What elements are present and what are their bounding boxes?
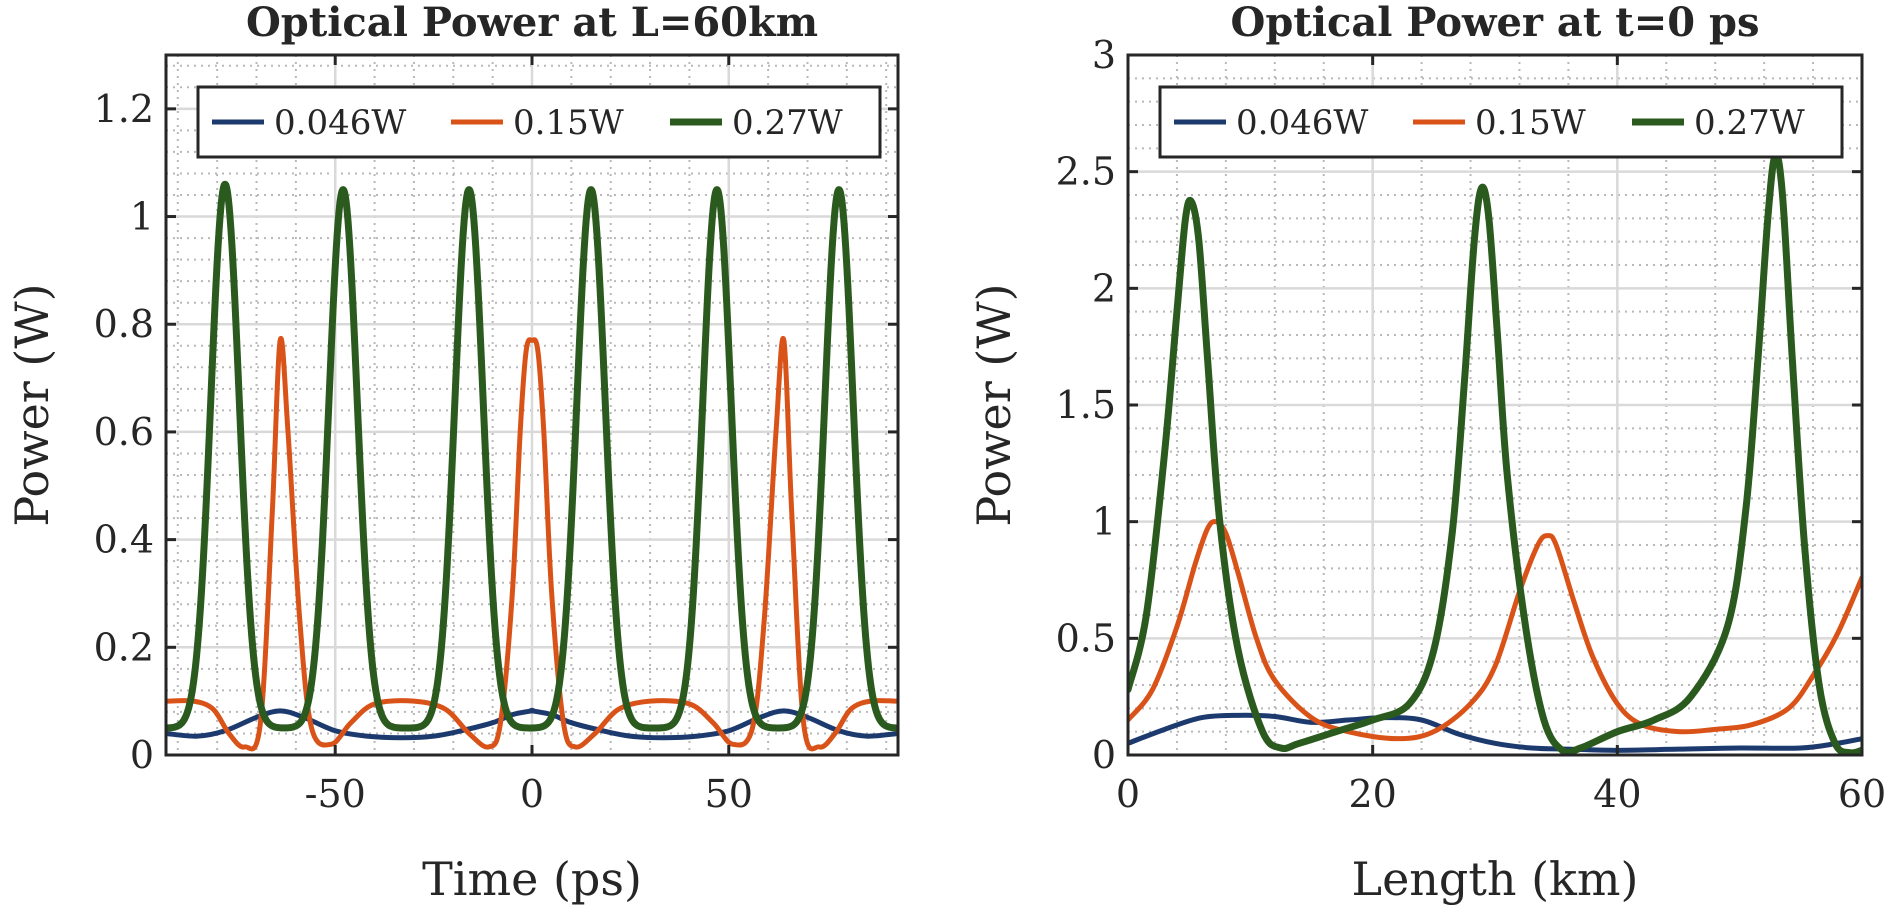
y-tick-label: 1: [1092, 500, 1116, 544]
chart-panel-1: -50 0 50 0 0.2 0.4 0.6 0.8 1 1.2 Optical Power at …: [5, 0, 900, 906]
y-tick-label: 0: [130, 733, 154, 777]
legend-box: [1158, 85, 1844, 159]
series-line-0.15W: [166, 335, 898, 752]
y-tick-label: 1.2: [94, 87, 154, 131]
series-line-0.046W: [1128, 712, 1862, 753]
series-line-0.27W: [166, 180, 898, 732]
series-line-0.046W: [166, 707, 898, 741]
chart-title: Optical Power at t=0 ps: [1230, 0, 1759, 46]
x-tick-label: 0: [1116, 772, 1140, 816]
y-tick-label: 1.5: [1056, 383, 1116, 427]
x-tick-label: 40: [1593, 772, 1641, 816]
legend-label-0.046W: 0.046W: [274, 103, 406, 143]
y-axis-label: Power (W): [967, 283, 1021, 526]
y-tick-label: 0.6: [94, 410, 154, 454]
legend-label-0.15W: 0.15W: [1475, 103, 1586, 143]
series-lines: [166, 180, 898, 752]
y-tick-label: 2.5: [1056, 150, 1116, 194]
y-tick-label: 1: [130, 195, 154, 239]
y-tick-label: 2: [1092, 266, 1116, 310]
x-tick-label: 20: [1348, 772, 1396, 816]
x-axis-label: Time (ps): [422, 852, 642, 906]
y-tick-label: 0.4: [94, 518, 154, 562]
x-tick-label: 0: [520, 772, 544, 816]
x-tick-label: 50: [705, 772, 753, 816]
y-tick-label: 3: [1092, 33, 1116, 77]
y-tick-label: 0.8: [94, 302, 154, 346]
chart-panel-2: 0 20 40 60 0 0.5 1 1.5 2 2.5 3 Optical Power at t=0…: [967, 0, 1886, 906]
y-axis-label: Power (W): [5, 283, 59, 526]
series-line-0.15W: [1128, 518, 1862, 742]
chart-title: Optical Power at L=60km: [246, 0, 818, 46]
y-tick-label: 0.5: [1056, 616, 1116, 660]
y-tick-label: 0.2: [94, 625, 154, 669]
legend: 0.046W 0.15W 0.27W: [1158, 85, 1844, 159]
x-tick-label: -50: [305, 772, 366, 816]
legend-label-0.27W: 0.27W: [1694, 103, 1805, 143]
y-tick-label: 0: [1092, 733, 1116, 777]
legend-label-0.046W: 0.046W: [1236, 103, 1368, 143]
legend-label-0.27W: 0.27W: [732, 103, 843, 143]
x-axis-label: Length (km): [1352, 852, 1639, 906]
legend-box: [196, 85, 882, 159]
legend-label-0.15W: 0.15W: [513, 103, 624, 143]
x-tick-label: 60: [1838, 772, 1886, 816]
legend: 0.046W 0.15W 0.27W: [196, 85, 882, 159]
